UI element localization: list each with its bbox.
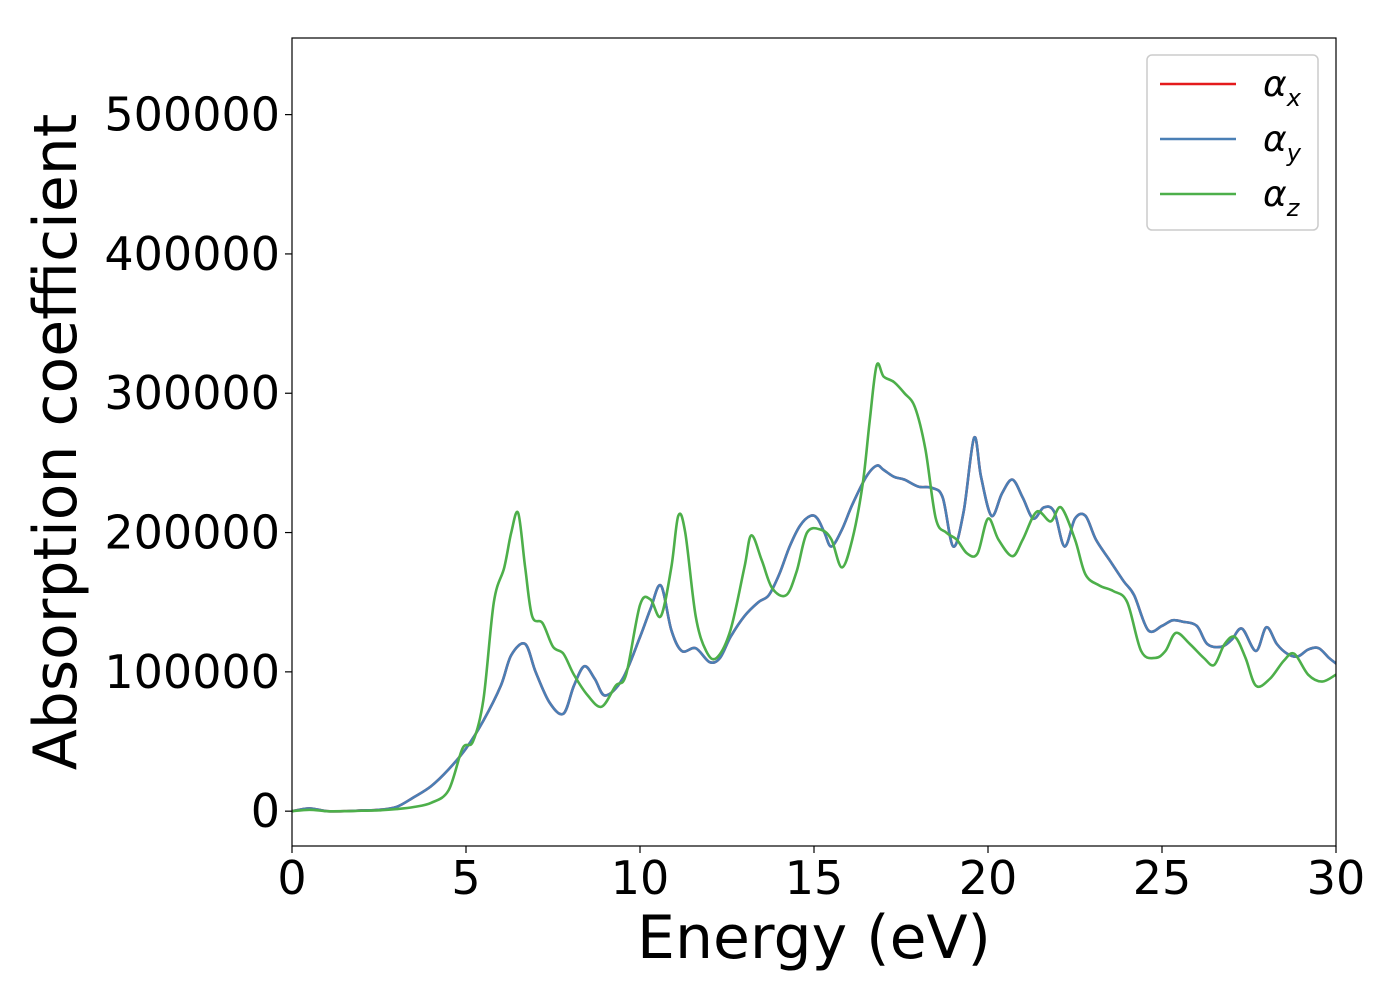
x-tick-label: 25: [1133, 851, 1192, 905]
y-tick-label: 200000: [104, 506, 280, 560]
y-tick-label: 300000: [104, 366, 280, 420]
x-tick-label: 0: [277, 851, 306, 905]
y-tick-label: 0: [251, 784, 280, 838]
x-axis-label: Energy (eV): [637, 903, 991, 973]
x-axis-ticks: 0 5 10 15 20 25 30: [277, 846, 1365, 905]
series-line-z: [292, 362, 1336, 813]
y-axis-label: Absorption coefficient: [21, 114, 91, 771]
series-layer: [292, 362, 1336, 813]
x-tick-label: 15: [785, 851, 844, 905]
y-tick-label: 400000: [104, 227, 280, 281]
x-tick-label: 20: [959, 851, 1018, 905]
y-tick-label: 500000: [104, 88, 280, 142]
x-tick-label: 5: [451, 851, 480, 905]
x-tick-label: 10: [611, 851, 670, 905]
y-tick-label: 100000: [104, 645, 280, 699]
x-tick-label: 30: [1307, 851, 1366, 905]
series-line-y: [292, 435, 1336, 813]
y-axis-ticks: 0 100000 200000 300000 400000 500000: [104, 88, 292, 838]
legend-box: [1146, 54, 1319, 231]
